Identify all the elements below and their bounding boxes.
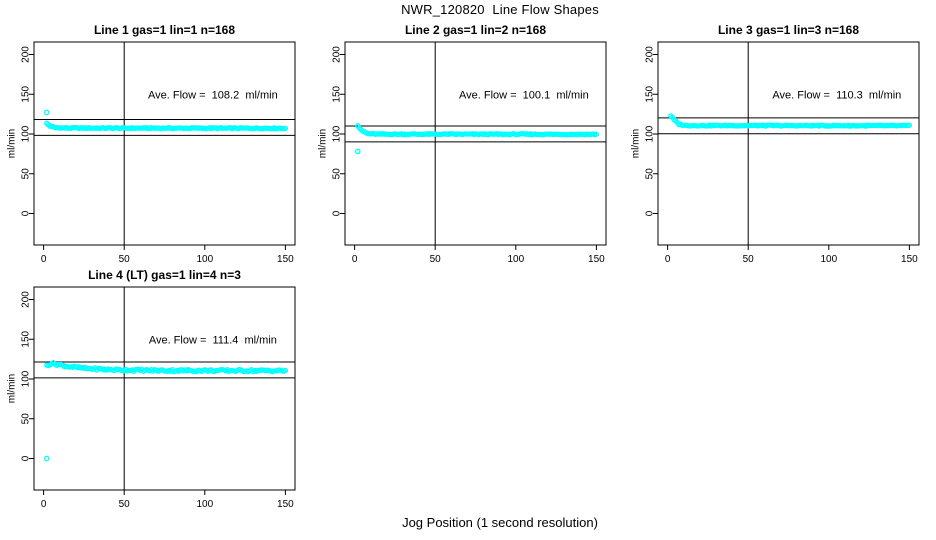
y-axis-label: ml/min	[7, 129, 18, 158]
panel-title: Line 2 gas=1 lin=2 n=168	[405, 23, 546, 37]
x-tick-label: 0	[41, 254, 47, 265]
flow-point	[282, 125, 289, 132]
data-points	[354, 123, 600, 155]
y-tick-label: 100	[21, 125, 32, 142]
ave-flow-annotation: Ave. Flow = 100.1 ml/min	[459, 89, 589, 101]
panel-line-4: Line 4 (LT) gas=1 lin=4 n=3 Ave. Flow = 1…	[0, 245, 312, 517]
y-tick-label: 50	[21, 168, 32, 180]
ave-flow-annotation: Ave. Flow = 111.4 ml/min	[149, 334, 277, 346]
y-tick-label: 200	[21, 291, 32, 308]
y-tick-label: 150	[21, 85, 32, 102]
x-tick-label: 50	[119, 254, 131, 265]
figure-x-axis-label: Jog Position (1 second resolution)	[402, 515, 598, 530]
y-tick-label: 100	[21, 370, 32, 387]
x-tick-label: 50	[743, 254, 755, 265]
y-axis-label: ml/min	[318, 129, 329, 158]
y-tick-label: 200	[645, 46, 656, 63]
y-tick-label: 150	[645, 85, 656, 102]
x-tick-label: 0	[352, 254, 358, 265]
plot-frame	[344, 41, 607, 246]
y-tick-label: 50	[645, 168, 656, 180]
panel-line-1-plot: Line 1 gas=1 lin=1 n=168 Ave. Flow = 108.…	[7, 23, 296, 265]
data-points	[668, 113, 913, 129]
panel-line-3: Line 3 gas=1 lin=3 n=168 Ave. Flow = 110.…	[624, 0, 936, 272]
flow-point	[282, 367, 289, 374]
y-tick-label: 100	[332, 125, 343, 142]
x-tick-label: 100	[820, 254, 837, 265]
plot-frame	[33, 41, 296, 246]
outlier-point	[43, 109, 50, 116]
data-points	[43, 109, 289, 132]
y-axis-label: ml/min	[7, 374, 18, 403]
panel-title: Line 4 (LT) gas=1 lin=4 n=3	[88, 268, 241, 282]
y-axis-label: ml/min	[631, 129, 642, 158]
x-tick-label: 100	[196, 499, 213, 510]
x-tick-label: 100	[196, 254, 213, 265]
panel-line-2-plot: Line 2 gas=1 lin=2 n=168 Ave. Flow = 100.…	[318, 23, 607, 265]
outlier-point	[354, 148, 361, 155]
panel-line-2: Line 2 gas=1 lin=2 n=168 Ave. Flow = 100.…	[311, 0, 623, 272]
reference-lines	[34, 42, 295, 245]
reference-lines	[34, 287, 295, 490]
y-tick-label: 150	[21, 330, 32, 347]
plot-frame	[657, 41, 920, 246]
y-tick-label: 200	[21, 46, 32, 63]
x-tick-label: 150	[277, 499, 294, 510]
ave-flow-annotation: Ave. Flow = 108.2 ml/min	[148, 89, 278, 101]
panel-line-4-plot: Line 4 (LT) gas=1 lin=4 n=3 Ave. Flow = 1…	[7, 268, 296, 510]
x-tick-label: 150	[277, 254, 294, 265]
ave-flow-annotation: Ave. Flow = 110.3 ml/min	[772, 89, 901, 101]
y-tick-label: 50	[332, 168, 343, 180]
data-points	[43, 360, 289, 462]
x-tick-label: 50	[430, 254, 442, 265]
figure-title: NWR_120820 Line Flow Shapes	[401, 2, 599, 17]
flow-point	[593, 131, 600, 137]
y-tick-label: 200	[332, 46, 343, 63]
plot-frame	[33, 286, 296, 491]
panel-title: Line 3 gas=1 lin=3 n=168	[718, 23, 859, 37]
x-tick-label: 0	[41, 499, 47, 510]
flow-point	[906, 122, 913, 128]
y-tick-label: 0	[332, 210, 343, 216]
reference-lines	[658, 42, 919, 245]
y-tick-label: 50	[21, 413, 32, 425]
panel-line-1: Line 1 gas=1 lin=1 n=168 Ave. Flow = 108.…	[0, 0, 312, 272]
y-tick-label: 150	[332, 85, 343, 102]
x-tick-label: 50	[119, 499, 131, 510]
panel-line-3-plot: Line 3 gas=1 lin=3 n=168 Ave. Flow = 110.…	[631, 23, 920, 265]
x-tick-label: 100	[507, 254, 524, 265]
y-tick-label: 0	[645, 210, 656, 216]
outlier-point	[43, 455, 50, 462]
y-tick-label: 0	[21, 210, 32, 216]
y-tick-label: 0	[21, 455, 32, 461]
panel-title: Line 1 gas=1 lin=1 n=168	[94, 23, 235, 37]
reference-lines	[345, 42, 606, 245]
x-tick-label: 0	[665, 254, 671, 265]
x-tick-label: 150	[901, 254, 918, 265]
x-tick-label: 150	[588, 254, 605, 265]
y-tick-label: 100	[645, 125, 656, 142]
